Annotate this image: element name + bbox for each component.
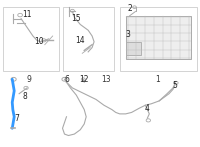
Text: 12: 12	[79, 75, 89, 84]
Text: 3: 3	[125, 30, 130, 39]
Text: 8: 8	[23, 92, 27, 101]
Text: 5: 5	[173, 81, 177, 90]
Bar	[63, 7, 114, 71]
Text: 15: 15	[72, 14, 81, 23]
Text: 10: 10	[34, 37, 44, 46]
Text: 2: 2	[127, 4, 132, 13]
Text: 6: 6	[64, 75, 69, 84]
Bar	[126, 42, 141, 55]
Text: 1: 1	[155, 75, 160, 84]
Text: 13: 13	[101, 75, 111, 84]
Bar	[120, 7, 197, 71]
Text: 11: 11	[22, 10, 32, 19]
Text: 7: 7	[15, 114, 20, 123]
Text: 9: 9	[27, 75, 31, 84]
Bar	[3, 7, 59, 71]
Bar	[126, 16, 191, 59]
Text: 4: 4	[145, 104, 150, 113]
Text: 14: 14	[75, 36, 85, 45]
